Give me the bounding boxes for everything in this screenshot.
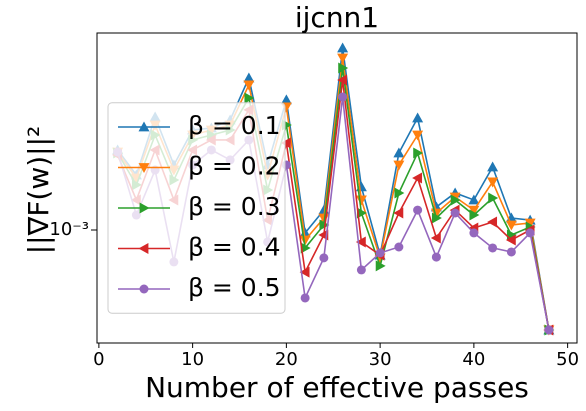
plot-frame (96, 32, 578, 344)
marker (487, 216, 498, 228)
legend-box (107, 102, 286, 314)
marker (138, 121, 150, 132)
marker (375, 248, 385, 258)
marker (468, 194, 480, 205)
marker (356, 265, 366, 275)
marker (338, 62, 349, 74)
marker (524, 218, 536, 229)
marker (544, 325, 554, 335)
marker (488, 192, 499, 204)
marker (337, 74, 348, 86)
marker (393, 207, 404, 219)
marker (431, 212, 442, 224)
marker (469, 209, 480, 221)
marker (394, 242, 404, 252)
marker (394, 187, 405, 199)
marker (450, 208, 460, 218)
marker (525, 228, 535, 238)
marker (300, 293, 310, 303)
legend: β = 0.1 β = 0.2 β = 0.3 β = 0.4 β = 0.5 (107, 102, 286, 314)
marker (355, 236, 366, 248)
marker (138, 163, 150, 173)
marker (243, 72, 255, 83)
x-tick-label: 0 (93, 349, 104, 370)
marker (430, 232, 441, 244)
marker (450, 194, 461, 206)
x-tick-label: 10 (181, 349, 204, 370)
marker (139, 202, 150, 214)
x-axis-label: Number of effective passes (145, 371, 529, 404)
marker (299, 266, 310, 278)
x-tick-label: 20 (275, 349, 298, 370)
marker (355, 195, 367, 206)
x-tick-label: 40 (462, 349, 485, 370)
legend-label: β = 0.5 (188, 273, 281, 302)
x-tick-label: 50 (556, 349, 579, 370)
marker (469, 228, 479, 238)
marker (431, 252, 441, 262)
marker (244, 92, 255, 104)
marker (412, 172, 423, 184)
legend-label: β = 0.2 (188, 152, 281, 181)
marker (300, 242, 311, 254)
marker (319, 253, 329, 263)
legend-label: β = 0.1 (188, 111, 281, 140)
marker (413, 147, 424, 159)
marker (280, 137, 291, 149)
x-tick-label: 30 (369, 349, 392, 370)
marker (412, 112, 424, 123)
marker (505, 220, 517, 231)
marker (337, 42, 349, 53)
legend-label: β = 0.3 (188, 192, 281, 221)
marker (506, 247, 516, 257)
marker (243, 80, 255, 91)
marker (412, 130, 424, 141)
marker (337, 53, 349, 64)
marker (299, 235, 311, 246)
marker (487, 177, 499, 188)
marker (505, 234, 516, 246)
marker (356, 207, 367, 219)
marker (139, 284, 149, 294)
marker (393, 160, 405, 171)
marker (488, 243, 498, 253)
marker (138, 243, 149, 254)
marker (413, 205, 423, 215)
marker (338, 92, 348, 102)
marker (393, 147, 405, 158)
chart-title: ijcnn1 (295, 1, 379, 34)
marker (280, 94, 292, 105)
y-tick-label: 10⁻³ (49, 219, 89, 240)
marker (487, 161, 499, 172)
marker (375, 260, 386, 272)
legend-label: β = 0.4 (188, 233, 281, 262)
marker (468, 205, 480, 216)
y-axis-label: ||∇F(w)||² (22, 126, 55, 255)
